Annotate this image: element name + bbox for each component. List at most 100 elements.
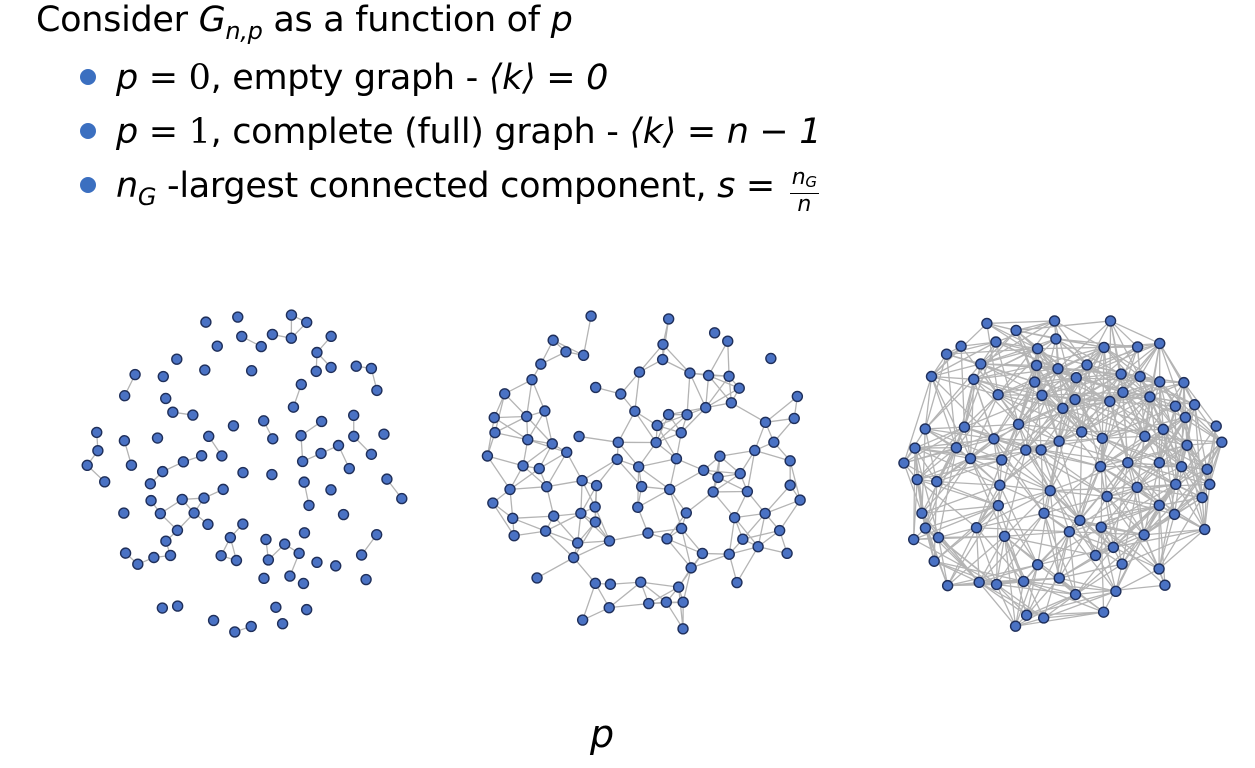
graph-node [657,338,669,351]
graph-node [1012,418,1025,430]
graph-node [784,479,796,491]
graph-node [285,332,298,344]
graph-node [198,492,210,504]
graph-edge [728,517,736,555]
graph-edge [913,538,997,586]
graph-node [1052,362,1064,375]
graph-edge [1159,496,1203,506]
graph-node [1107,541,1120,554]
graph-node [998,530,1011,542]
graph-node [611,453,623,466]
bullet-formula: ⟨k⟩ = 0 [488,58,609,98]
graph-node [590,479,603,492]
graph-edge [978,581,1017,627]
graph-edge [616,458,643,487]
graph-edge [999,484,1039,566]
graph-edge [1109,320,1112,402]
graph-edge [997,320,1056,396]
graph-node [311,346,323,359]
graph-edge [973,378,1020,425]
graph-edge [1001,407,1064,461]
bullet-variable: n [116,166,138,206]
graph-edge [1037,490,1051,565]
graph-node [92,444,104,457]
graph-edge [936,480,1000,486]
graph-node [520,410,533,423]
graph-edge [1004,535,1096,557]
graph-node [547,334,559,346]
graph-node [677,623,689,635]
graph-edge [655,414,688,444]
graph-edge [1100,527,1105,613]
graph-node [227,420,240,432]
graph-edge [609,602,649,609]
graph-edge [1057,368,1111,402]
graph-edge [995,320,1055,343]
graph-node [685,562,697,574]
graph-edge [1068,531,1077,595]
graph-node [681,408,693,421]
graph-node [211,340,223,352]
graph-node [119,547,132,559]
graph-node [287,401,300,413]
graph-node [919,522,932,534]
graph-edge [1180,382,1185,467]
graph-edge [1127,428,1164,464]
graph-node [950,442,963,454]
graph-node [680,507,692,519]
graph-node [992,389,1004,401]
graph-node [585,310,597,322]
graph-edge [1120,373,1164,430]
graph-node [990,578,1003,591]
graph-node [237,518,249,530]
graph-node [731,576,743,589]
graph-node [487,497,499,509]
graph-edge [955,394,999,449]
graph-edge [947,535,1005,587]
graph-edge [742,529,780,540]
graph-node [642,527,654,539]
graph-edge [765,395,798,423]
graph-edge [1059,437,1103,442]
graph-node [270,601,282,613]
graph-node [350,360,362,372]
graph-node [1063,526,1076,538]
graph-node [298,527,311,539]
graph-edge [546,479,583,488]
graph-edge [686,373,691,415]
graph-node [539,525,552,537]
graph-edge [931,376,995,440]
graph-node [285,309,298,321]
graph-edge [1121,534,1145,565]
graph-edge [937,537,949,586]
graph-edge [973,379,995,440]
graph-edge [573,540,610,559]
graph-node [1069,588,1082,601]
graph-edge [662,343,691,374]
graph-node [1104,395,1116,408]
graph-edge [1136,396,1151,488]
graph-edge [914,447,940,538]
graph-node [1097,606,1110,618]
graph-node [258,572,270,585]
graph-node [1044,484,1056,497]
graph-node [752,541,764,553]
graph-edge [1175,405,1223,443]
graph-node [535,358,547,370]
graph-node [714,450,726,462]
graph-node [975,358,987,370]
graph-edge [1103,346,1151,398]
graph-edge [1003,536,1028,616]
graph-node [355,549,368,561]
graph-edge [976,490,1051,529]
graph-edge [553,515,579,544]
graph-edge [973,330,1017,380]
graph-node [635,480,648,493]
graph-node [229,626,241,638]
graph-node [1188,399,1201,411]
graph-node [781,547,793,560]
graph-node [677,596,689,608]
graph-edge [913,479,918,540]
graph-node [675,427,687,439]
graph-node [245,620,257,633]
